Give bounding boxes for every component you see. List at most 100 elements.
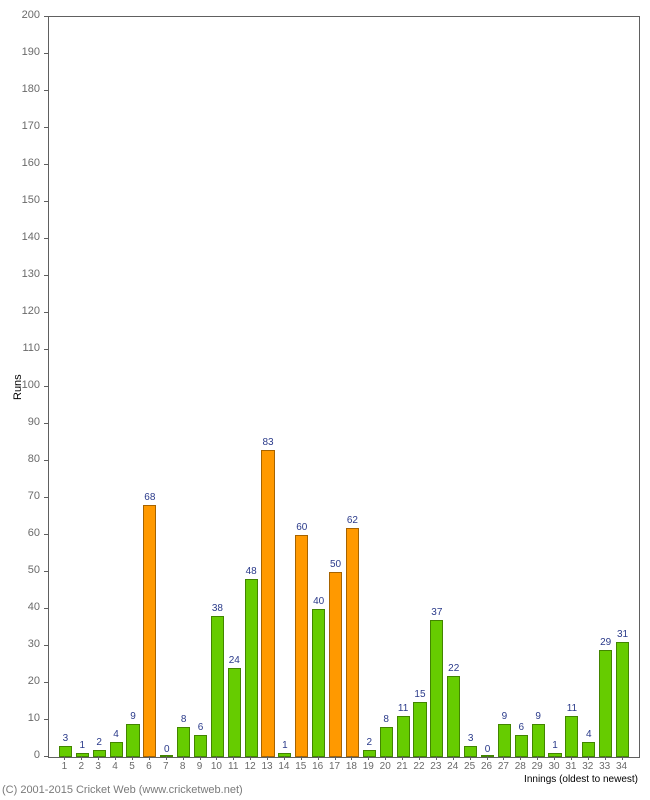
- x-tick-mark: [149, 756, 150, 760]
- x-tick-label: 22: [413, 761, 424, 772]
- bar: [532, 724, 545, 757]
- y-tick-label: 130: [0, 268, 40, 280]
- bar-value-label: 24: [229, 655, 240, 666]
- y-tick-mark: [44, 53, 48, 54]
- x-tick-mark: [588, 756, 589, 760]
- y-tick-label: 0: [0, 749, 40, 761]
- y-tick-mark: [44, 164, 48, 165]
- x-tick-mark: [115, 756, 116, 760]
- y-tick-mark: [44, 608, 48, 609]
- x-tick-label: 8: [180, 761, 186, 772]
- x-tick-label: 12: [245, 761, 256, 772]
- y-tick-label: 150: [0, 194, 40, 206]
- y-tick-mark: [44, 571, 48, 572]
- x-tick-mark: [487, 756, 488, 760]
- bar: [363, 750, 376, 757]
- y-tick-label: 70: [0, 490, 40, 502]
- x-tick-label: 26: [481, 761, 492, 772]
- bar-value-label: 9: [130, 711, 136, 722]
- bar-value-label: 22: [448, 663, 459, 674]
- x-tick-label: 4: [112, 761, 118, 772]
- y-tick-label: 200: [0, 9, 40, 21]
- bar-value-label: 62: [347, 515, 358, 526]
- x-tick-mark: [132, 756, 133, 760]
- bar-value-label: 11: [398, 703, 408, 714]
- x-tick-label: 18: [346, 761, 357, 772]
- bars-layer: 3124968086382448831604050622811153722309…: [49, 17, 639, 757]
- x-tick-mark: [605, 756, 606, 760]
- x-tick-label: 24: [447, 761, 458, 772]
- y-tick-label: 120: [0, 305, 40, 317]
- x-tick-mark: [554, 756, 555, 760]
- bar: [312, 609, 325, 757]
- bar-value-label: 68: [144, 492, 155, 503]
- y-tick-mark: [44, 645, 48, 646]
- y-tick-label: 20: [0, 675, 40, 687]
- y-tick-label: 180: [0, 83, 40, 95]
- bar-value-label: 1: [282, 740, 288, 751]
- y-tick-label: 190: [0, 46, 40, 58]
- y-tick-mark: [44, 16, 48, 17]
- bar: [548, 753, 561, 757]
- x-tick-mark: [284, 756, 285, 760]
- bar: [380, 727, 393, 757]
- x-tick-label: 7: [163, 761, 169, 772]
- bar-value-label: 2: [367, 737, 373, 748]
- y-tick-mark: [44, 386, 48, 387]
- x-tick-label: 25: [464, 761, 475, 772]
- y-tick-label: 30: [0, 638, 40, 650]
- x-axis-label: Innings (oldest to newest): [524, 774, 638, 785]
- x-tick-mark: [351, 756, 352, 760]
- bar-value-label: 29: [600, 637, 611, 648]
- bar-value-label: 38: [212, 603, 223, 614]
- bar: [177, 727, 190, 757]
- x-tick-label: 14: [278, 761, 289, 772]
- x-tick-label: 17: [329, 761, 340, 772]
- bar-value-label: 4: [586, 729, 592, 740]
- bar-value-label: 37: [431, 607, 442, 618]
- y-tick-label: 90: [0, 416, 40, 428]
- y-tick-label: 160: [0, 157, 40, 169]
- bar: [599, 650, 612, 757]
- bar-value-label: 15: [414, 689, 425, 700]
- x-tick-label: 31: [565, 761, 576, 772]
- x-tick-label: 32: [582, 761, 593, 772]
- x-tick-label: 9: [197, 761, 203, 772]
- bar: [194, 735, 207, 757]
- bar: [295, 535, 308, 757]
- x-tick-mark: [166, 756, 167, 760]
- y-tick-mark: [44, 90, 48, 91]
- x-tick-label: 33: [599, 761, 610, 772]
- x-tick-label: 20: [380, 761, 391, 772]
- copyright-text: (C) 2001-2015 Cricket Web (www.cricketwe…: [2, 784, 243, 796]
- bar-value-label: 0: [485, 744, 491, 755]
- x-tick-label: 5: [129, 761, 135, 772]
- y-tick-mark: [44, 127, 48, 128]
- x-tick-mark: [402, 756, 403, 760]
- y-tick-mark: [44, 349, 48, 350]
- bar: [126, 724, 139, 757]
- x-tick-mark: [233, 756, 234, 760]
- y-tick-label: 110: [0, 342, 40, 354]
- x-tick-label: 10: [211, 761, 222, 772]
- bar-value-label: 3: [468, 733, 474, 744]
- y-tick-mark: [44, 534, 48, 535]
- x-tick-label: 2: [79, 761, 85, 772]
- y-tick-label: 60: [0, 527, 40, 539]
- x-tick-mark: [436, 756, 437, 760]
- bar-value-label: 40: [313, 596, 324, 607]
- bar-value-label: 60: [296, 522, 307, 533]
- bar-value-label: 31: [617, 629, 628, 640]
- bar: [76, 753, 89, 757]
- bar-value-label: 11: [567, 703, 577, 714]
- bar: [413, 702, 426, 758]
- bar-value-label: 3: [63, 733, 69, 744]
- x-tick-label: 34: [616, 761, 627, 772]
- bar-value-label: 48: [246, 566, 257, 577]
- x-tick-mark: [64, 756, 65, 760]
- y-tick-label: 170: [0, 120, 40, 132]
- bar: [430, 620, 443, 757]
- x-tick-mark: [267, 756, 268, 760]
- bar: [498, 724, 511, 757]
- bar: [447, 676, 460, 757]
